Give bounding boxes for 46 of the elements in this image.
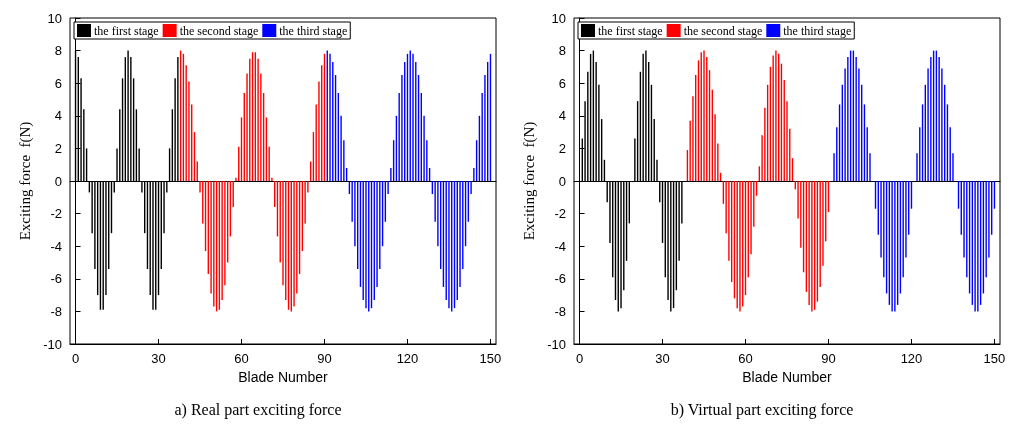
y-tick-label: -4 bbox=[554, 238, 566, 254]
y-tick-label: -2 bbox=[554, 206, 566, 222]
y-tick-label: -8 bbox=[50, 303, 62, 319]
y-tick-label: -2 bbox=[50, 206, 62, 222]
text: b) Virtual part exciting force bbox=[670, 400, 854, 419]
y-tick-label: -10 bbox=[547, 336, 566, 352]
x-tick-label: 150 bbox=[983, 351, 1006, 366]
x-tick-label: 90 bbox=[317, 351, 332, 366]
x-tick-label: 60 bbox=[738, 351, 753, 366]
x-tick-label: 60 bbox=[234, 351, 249, 366]
x-tick-label: 0 bbox=[575, 351, 584, 366]
y-tick-label: 2 bbox=[54, 140, 62, 156]
y-tick-label: -6 bbox=[554, 271, 566, 287]
y-tick-label: 2 bbox=[558, 140, 566, 156]
legend-label: the second stage bbox=[683, 23, 763, 38]
y-tick-label: -10 bbox=[43, 336, 62, 352]
legend-label: the first stage bbox=[94, 23, 159, 38]
x-tick-label: 90 bbox=[821, 351, 836, 366]
y-tick-label: 10 bbox=[47, 10, 62, 26]
text: a) Real part exciting force bbox=[174, 400, 342, 419]
y-axis-title: Exciting force f(N) bbox=[520, 121, 538, 241]
legend-label: the first stage bbox=[598, 23, 663, 38]
legend-label: the third stage bbox=[783, 23, 852, 38]
y-tick-label: 4 bbox=[54, 108, 62, 124]
y-tick-label: 4 bbox=[558, 108, 566, 124]
y-tick-label: -6 bbox=[50, 271, 62, 287]
x-tick-label: 0 bbox=[71, 351, 80, 366]
y-tick-label: -4 bbox=[50, 238, 62, 254]
x-tick-label: 120 bbox=[900, 351, 923, 366]
y-tick-label: 10 bbox=[551, 10, 566, 26]
x-tick-label: 150 bbox=[479, 351, 502, 366]
x-tick-label: 120 bbox=[396, 351, 419, 366]
legend-label: the third stage bbox=[279, 23, 348, 38]
y-tick-label: 0 bbox=[54, 173, 62, 189]
y-tick-label: 8 bbox=[54, 43, 62, 59]
x-axis-title: Blade Number bbox=[742, 369, 833, 385]
y-tick-label: 6 bbox=[558, 75, 566, 91]
x-tick-label: 30 bbox=[151, 351, 166, 366]
y-tick-label: 6 bbox=[54, 75, 62, 91]
x-tick-label: 30 bbox=[655, 351, 670, 366]
y-axis-title: Exciting force f(N) bbox=[16, 121, 34, 241]
x-axis-title: Blade Number bbox=[238, 369, 329, 385]
legend-label: the second stage bbox=[179, 23, 259, 38]
y-tick-label: 8 bbox=[558, 43, 566, 59]
y-tick-label: 0 bbox=[558, 173, 566, 189]
y-tick-label: -8 bbox=[554, 303, 566, 319]
